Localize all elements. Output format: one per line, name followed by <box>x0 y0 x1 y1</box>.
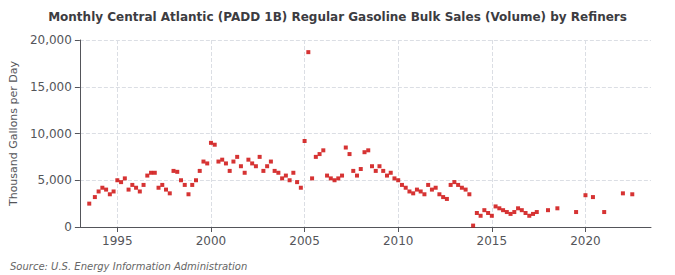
svg-text:2020: 2020 <box>570 234 601 248</box>
svg-text:2000: 2000 <box>196 234 227 248</box>
svg-text:20,000: 20,000 <box>30 33 72 47</box>
svg-text:1995: 1995 <box>102 234 133 248</box>
svg-text:Source: U.S. Energy Informatio: Source: U.S. Energy Information Administ… <box>10 261 247 272</box>
svg-text:2005: 2005 <box>289 234 320 248</box>
svg-text:2010: 2010 <box>383 234 414 248</box>
svg-text:Monthly Central Atlantic (PADD: Monthly Central Atlantic (PADD 1B) Regul… <box>48 10 627 24</box>
svg-text:10,000: 10,000 <box>30 127 72 141</box>
svg-text:5,000: 5,000 <box>38 173 72 187</box>
svg-text:2015: 2015 <box>477 234 508 248</box>
svg-text:Thousand Gallons per Day: Thousand Gallons per Day <box>7 60 20 207</box>
svg-text:15,000: 15,000 <box>30 80 72 94</box>
svg-text:0: 0 <box>64 220 72 234</box>
